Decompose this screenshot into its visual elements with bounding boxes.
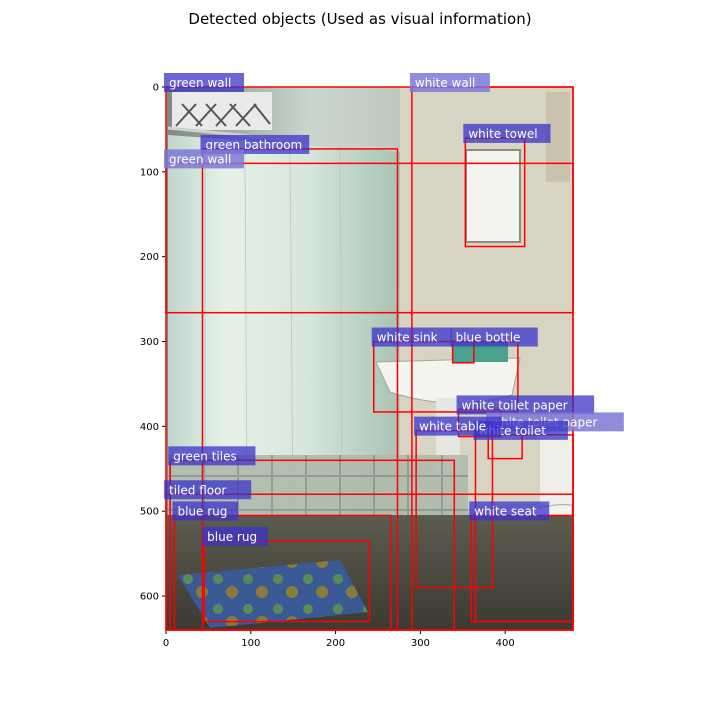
detection-boxes [165, 86, 574, 631]
y-tick-label: 300 [140, 337, 159, 348]
detection-label-background [172, 501, 239, 521]
detection-label-text: blue rug [207, 530, 257, 544]
detection-label-background [371, 327, 452, 347]
photo-rug [178, 560, 368, 628]
detection-label-background [409, 73, 490, 92]
detection-label: green tiles [168, 446, 256, 466]
detection-label-text: white wall [415, 76, 476, 90]
x-tick-label: 300 [411, 638, 430, 649]
detection-label-text: white seat [474, 504, 537, 518]
detection-label-text: green tiles [173, 449, 236, 463]
y-tick-label: 200 [140, 252, 159, 263]
detection-label: green bathroom [200, 134, 310, 154]
photo-bottles [452, 342, 508, 362]
detection-label: blue bottle [450, 327, 538, 347]
detection-label-background [456, 395, 595, 415]
detection-label-text: green wall [169, 152, 231, 166]
detection-label: tiled floor [164, 480, 252, 500]
y-axis-ticks: 0 100 200 300 400 500 600 [140, 83, 166, 603]
detection-label: white towel [463, 123, 551, 143]
x-tick-label: 0 [163, 638, 169, 649]
detection-label-background [469, 501, 550, 521]
y-tick-label: 600 [140, 592, 159, 603]
detection-label: white seat [469, 501, 550, 521]
detection-label-background [164, 480, 252, 500]
detection-label-text: white toilet paper [462, 398, 568, 412]
photo-mirror [465, 149, 521, 243]
detection-label-text: green bathroom [205, 138, 302, 152]
y-tick-label: 100 [140, 167, 159, 178]
x-tick-label: 400 [496, 638, 515, 649]
detection-label: white sink [371, 327, 452, 347]
detection-box [173, 514, 392, 631]
detection-label: white table [414, 416, 502, 436]
detection-label-background [164, 73, 244, 92]
photo-window [172, 92, 272, 130]
detection-label-text: white towel [468, 127, 537, 141]
detection-label-text: white table [419, 420, 486, 434]
x-tick-label: 100 [241, 638, 260, 649]
figure-title: Detected objects (Used as visual informa… [188, 10, 532, 28]
detection-label: blue rug [172, 501, 239, 521]
detection-labels: green wall white wall white towel green bat… [164, 73, 624, 546]
detection-box [165, 162, 574, 314]
detection-label-text: blue rug [177, 504, 227, 518]
detection-label-background [200, 134, 310, 154]
detection-box [203, 540, 371, 623]
detection-label-background [164, 149, 244, 169]
detection-label: blue rug [202, 526, 268, 546]
detection-label-background [450, 327, 538, 347]
detection-label: green wall [164, 149, 244, 169]
y-tick-label: 400 [140, 422, 159, 433]
detection-label: green wall [164, 73, 244, 92]
detection-label-text: blue bottle [456, 331, 521, 345]
x-tick-label: 200 [326, 638, 345, 649]
detection-label-background [168, 446, 256, 466]
detection-label-text: white sink [377, 331, 438, 345]
detection-label-background [463, 123, 551, 143]
photo-toilet-tank [540, 424, 572, 510]
y-tick-label: 0 [153, 83, 159, 94]
detection-label-background [414, 416, 502, 436]
detection-label-text: tiled floor [169, 483, 226, 497]
detection-label-background [202, 526, 268, 546]
detection-label: white wall [409, 73, 490, 92]
y-tick-label: 500 [140, 507, 159, 518]
x-axis-ticks: 0 100 200 300 400 [163, 630, 515, 649]
detection-label: white toilet paper [456, 395, 595, 415]
detection-label-text: green wall [169, 76, 231, 90]
